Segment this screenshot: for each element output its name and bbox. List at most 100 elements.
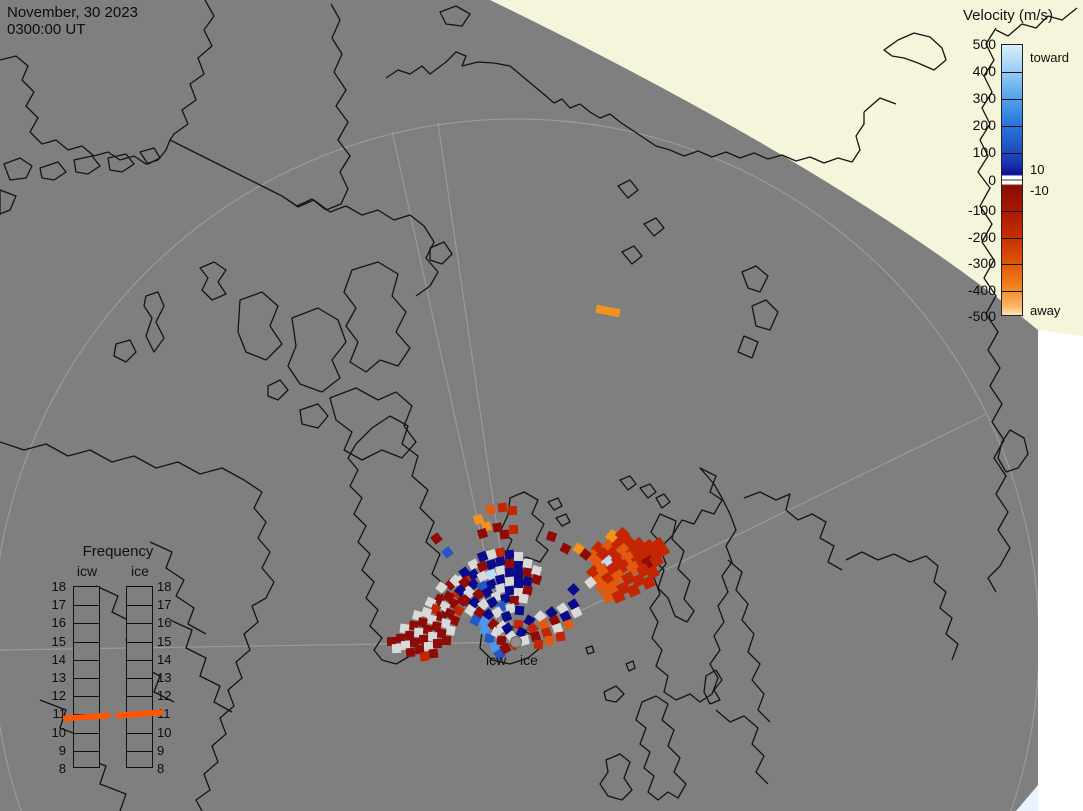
island xyxy=(621,245,643,265)
island xyxy=(107,153,135,173)
range-circle-grid xyxy=(0,118,1038,811)
coast-canada-mainland xyxy=(0,441,275,811)
frequency-bar-gridline xyxy=(127,678,152,679)
velocity-tick-label: 0 xyxy=(988,172,996,188)
frequency-bar-gridline xyxy=(74,678,99,679)
frequency-scale-label: 13 xyxy=(51,670,66,685)
frequency-scale-label: 14 xyxy=(157,651,172,667)
frequency-scale-label: 14 xyxy=(51,651,66,667)
velocity-colorbar-tick xyxy=(1002,72,1022,73)
velocity-cell xyxy=(432,638,442,648)
coast-canada-arctic xyxy=(281,195,439,297)
island-shetland xyxy=(603,685,625,703)
coast-yukon-east xyxy=(281,3,351,211)
island-jan-mayen xyxy=(585,645,595,655)
island xyxy=(741,265,769,293)
frequency-scale-label: 8 xyxy=(58,761,66,776)
island xyxy=(555,513,571,527)
velocity-colorbar-tick xyxy=(1002,290,1022,292)
frequency-scale-label: 17 xyxy=(157,597,172,613)
frequency-legend-title: Frequency xyxy=(82,543,154,560)
velocity-cell xyxy=(554,630,566,642)
velocity-colorbar-tick xyxy=(1002,153,1022,154)
island-banks xyxy=(237,291,283,361)
velocity-cell xyxy=(517,592,529,604)
velocity-tick-label: 300 xyxy=(972,90,996,106)
neg-threshold-label: -10 xyxy=(1030,183,1049,198)
frequency-column-label-icw: icw xyxy=(76,563,98,579)
island-victoria xyxy=(287,307,347,393)
coast-russia-join xyxy=(863,97,897,113)
island xyxy=(299,403,329,429)
frequency-scale-label: 11 xyxy=(52,706,67,722)
velocity-cell xyxy=(507,505,517,515)
timestamp-block: November, 30 2023 0300:00 UT xyxy=(7,4,138,38)
away-label: away xyxy=(1030,303,1061,318)
velocity-cell xyxy=(562,618,574,630)
velocity-cell xyxy=(427,647,439,659)
velocity-tick-label: 500 xyxy=(972,36,996,52)
island-wrangel xyxy=(439,5,471,27)
coast-ireland xyxy=(599,753,633,801)
island xyxy=(655,493,671,509)
frequency-bar-gridline xyxy=(127,659,152,661)
island xyxy=(139,147,161,165)
island-new-siberian xyxy=(883,32,947,71)
island xyxy=(429,241,453,265)
frequency-bar-gridline xyxy=(127,750,152,752)
island xyxy=(619,475,637,491)
coast-russia-top xyxy=(995,7,1078,37)
island xyxy=(3,157,33,181)
fan-label-ice: ice xyxy=(520,652,538,668)
coast-greenland xyxy=(347,415,447,665)
frequency-bar-gridline xyxy=(127,623,152,625)
coast-alaska-west xyxy=(169,0,215,141)
island xyxy=(737,335,759,359)
velocity-cell xyxy=(530,573,542,585)
east-radial-grid xyxy=(515,414,986,643)
frequency-bar-gridline xyxy=(127,641,152,643)
coast-baltic xyxy=(715,709,769,785)
velocity-tick-label: 100 xyxy=(972,144,996,160)
velocity-cell xyxy=(513,578,523,588)
velocity-cell xyxy=(497,502,507,512)
velocity-cell xyxy=(508,524,518,534)
velocity-cell xyxy=(513,569,523,579)
velocity-legend-title: Velocity (m/s) xyxy=(963,7,1054,24)
velocity-cell xyxy=(391,643,401,653)
alaska-yukon-border xyxy=(169,139,283,197)
island xyxy=(617,179,639,199)
island xyxy=(997,429,1029,473)
velocity-cell xyxy=(504,567,514,577)
frequency-scale-label: 15 xyxy=(157,633,172,649)
island-ellesmere xyxy=(343,261,411,373)
coast-siberia xyxy=(385,51,865,164)
island xyxy=(143,291,165,353)
coast-finland xyxy=(727,559,771,723)
pos-threshold-label: 10 xyxy=(1030,162,1045,177)
velocity-cell xyxy=(499,529,509,539)
velocity-tick-label: -100 xyxy=(967,202,996,219)
frequency-bar-gridline xyxy=(74,623,99,625)
frequency-bar-gridline xyxy=(74,605,99,607)
frequency-scale-label: 12 xyxy=(51,688,66,704)
frequency-scale-label: 12 xyxy=(157,688,172,704)
frequency-bar-gridline xyxy=(127,696,152,698)
velocity-colorbar-tick xyxy=(1002,99,1022,100)
velocity-cell xyxy=(513,551,523,561)
velocity-colorbar-tick xyxy=(1002,126,1022,127)
fan-label-icw: icw xyxy=(486,652,507,668)
map-corner-cutout xyxy=(1016,785,1038,811)
island xyxy=(547,497,563,511)
frequency-scale-label: 8 xyxy=(157,761,165,776)
velocity-tick-label: -200 xyxy=(967,228,996,245)
velocity-tick-label: 200 xyxy=(972,117,996,133)
velocity-cell xyxy=(504,558,514,568)
velocity-tick-label: 400 xyxy=(972,63,996,79)
frequency-bar-gridline xyxy=(127,605,152,607)
frequency-bar-icw xyxy=(73,586,100,768)
radar-site-marker xyxy=(510,636,522,648)
coast-russia-east xyxy=(977,27,1011,593)
velocity-colorbar-tick xyxy=(1002,237,1022,239)
velocity-cell xyxy=(504,549,514,559)
